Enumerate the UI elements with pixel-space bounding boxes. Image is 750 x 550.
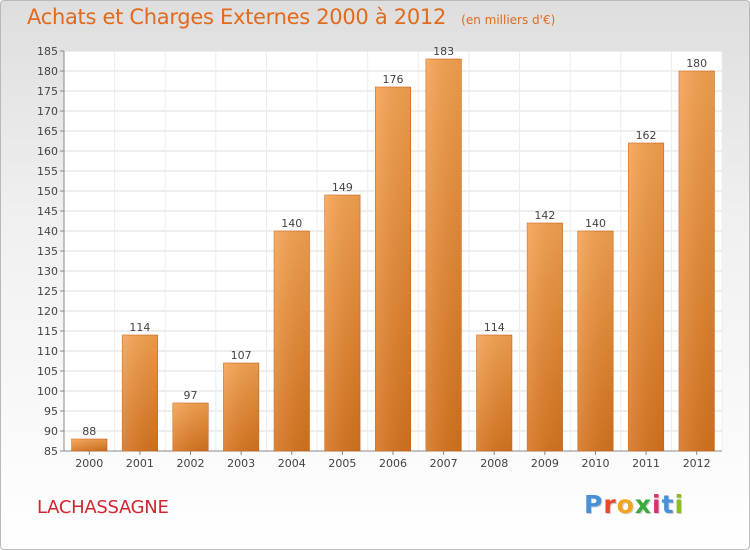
y-tick-label: 155 [37, 165, 58, 178]
y-tick-label: 160 [37, 145, 58, 158]
y-tick-label: 135 [37, 245, 58, 258]
bar-shade-2011 [628, 143, 664, 451]
y-tick-label: 100 [37, 385, 58, 398]
y-tick-label: 185 [37, 45, 58, 58]
data-label-2012: 180 [686, 57, 707, 70]
bars [71, 58, 715, 452]
data-label-2003: 107 [231, 349, 252, 362]
x-tick-labels: 2000 2001 2002 2003 2004 2005 2006 2007 2008 2009… [75, 457, 710, 470]
y-tick-label: 150 [37, 185, 58, 198]
bar-shade-2009 [527, 223, 563, 451]
y-tick-label: 170 [37, 105, 58, 118]
x-tick-label-2003: 2003 [227, 457, 255, 470]
x-tick-label-2008: 2008 [480, 457, 508, 470]
data-label-2006: 176 [383, 73, 404, 86]
logo-letter: t [661, 490, 675, 519]
bar-shade-2012 [678, 71, 715, 451]
chart-title: Achats et Charges Externes 2000 à 2012 [27, 5, 447, 29]
data-label-2002: 97 [184, 389, 198, 402]
commune-name: LACHASSAGNE [37, 497, 169, 518]
y-tick-label: 95 [44, 405, 58, 418]
y-tick-label: 130 [37, 265, 58, 278]
x-tick-label-2012: 2012 [683, 457, 711, 470]
bar-shade-2006 [375, 87, 411, 451]
x-tick-label-2001: 2001 [126, 457, 154, 470]
bar-shade-2000 [71, 439, 108, 451]
y-tick-label: 145 [37, 205, 58, 218]
logo-letter: o [616, 490, 635, 519]
x-tick-label-2006: 2006 [379, 457, 407, 470]
y-tick-label: 120 [37, 305, 58, 318]
data-label-2004: 140 [281, 217, 302, 230]
bar-shade-2007 [425, 59, 462, 451]
bar-shade-2005 [324, 195, 361, 451]
y-tick-label: 165 [37, 125, 58, 138]
data-label-2005: 149 [332, 181, 353, 194]
data-label-2011: 162 [636, 129, 657, 142]
logo-letter: i [674, 490, 685, 519]
y-tick-label: 110 [37, 345, 58, 358]
x-tick-label-2004: 2004 [278, 457, 306, 470]
data-label-2008: 114 [484, 321, 505, 334]
chart-subtitle: (en milliers d'€) [461, 13, 556, 27]
proxiti-logo: Proxiti [584, 490, 684, 519]
data-label-2010: 140 [585, 217, 606, 230]
logo-letter: x [634, 490, 652, 519]
bar-shade-2010 [577, 231, 614, 451]
y-tick-label: 85 [44, 445, 58, 458]
x-tick-label-2011: 2011 [632, 457, 660, 470]
logo-letter: P [584, 490, 604, 519]
y-tick-label: 125 [37, 285, 58, 298]
bar-shade-2001 [122, 335, 158, 451]
data-labels: 88 114 97 107 140 149 176 183 114 142 140 162 180 [82, 45, 707, 438]
x-tick-label-2002: 2002 [177, 457, 205, 470]
logo-letter: i [652, 490, 662, 519]
y-tick-label: 105 [37, 365, 58, 378]
y-tick-label: 180 [37, 65, 58, 78]
bar-shade-2002 [172, 403, 209, 451]
x-tick-label-2007: 2007 [430, 457, 458, 470]
x-tick-label-2005: 2005 [328, 457, 356, 470]
x-tick-label-2009: 2009 [531, 457, 559, 470]
logo-letter: r [603, 490, 617, 519]
y-tick-labels: 85 90 95 100 105 110 115 120 125 130 135 140 145 150 1… [37, 45, 58, 458]
data-label-2007: 183 [433, 45, 454, 58]
title-row: Achats et Charges Externes 2000 à 2012 (… [27, 5, 555, 29]
y-tick-label: 90 [44, 425, 58, 438]
data-label-2000: 88 [82, 425, 96, 438]
y-tick-label: 115 [37, 325, 58, 338]
x-tick-label-2000: 2000 [75, 457, 103, 470]
data-label-2009: 142 [534, 209, 555, 222]
bar-shade-2003 [223, 363, 259, 451]
x-tick-label-2010: 2010 [581, 457, 609, 470]
bar-shade-2004 [274, 231, 310, 451]
data-label-2001: 114 [129, 321, 150, 334]
y-tick-label: 175 [37, 85, 58, 98]
bar-shade-2008 [476, 335, 512, 451]
y-tick-label: 140 [37, 225, 58, 238]
